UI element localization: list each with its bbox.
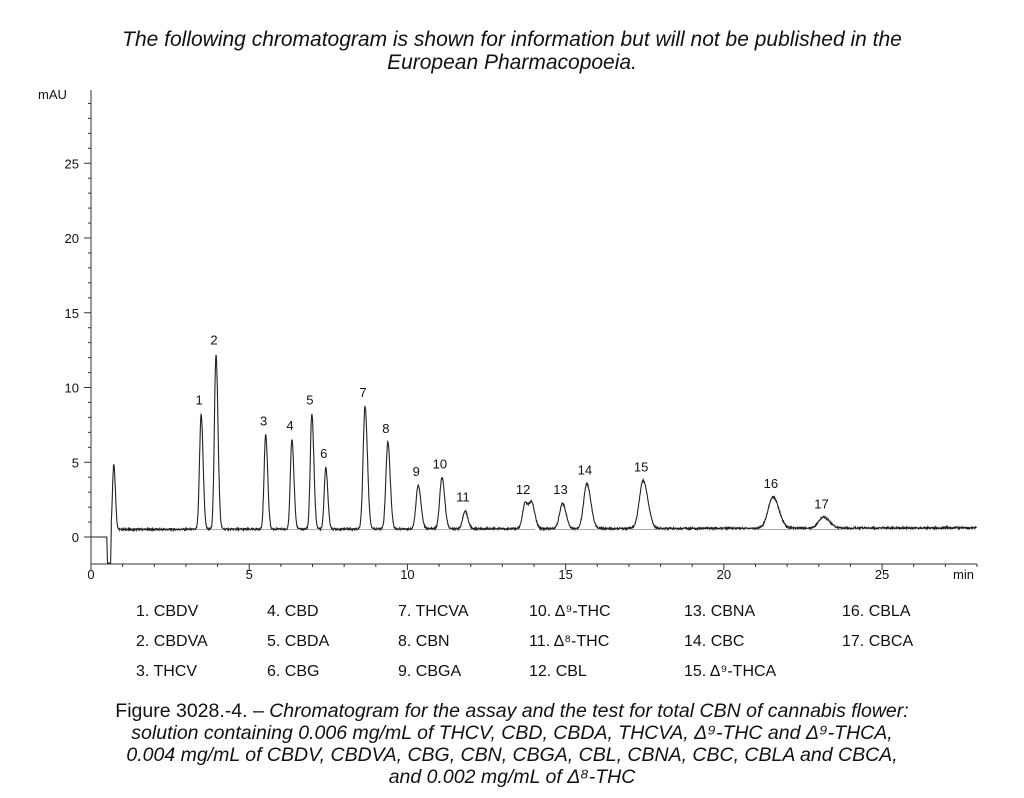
peak-label-10: 10 [433,457,447,472]
y-tick-label: 25 [65,156,79,171]
caption-line-4: and 0.002 mg/mL of Δ⁸-THC [388,766,636,788]
x-tick-label: 25 [875,567,889,582]
x-axis-label: min [953,567,974,582]
legend-item-4: 4. CBD [267,603,319,620]
peak-label-17: 17 [814,496,828,511]
legend-item-6: 6. CBG [267,663,320,680]
legend-item-12: 12. CBL [529,663,587,680]
caption-line-3: 0.004 mg/mL of CBDV, CBDVA, CBG, CBN, CB… [126,744,898,766]
peak-label-2: 2 [210,333,217,348]
y-tick-label: 15 [65,306,79,321]
peak-label-6: 6 [320,446,327,461]
legend-item-3: 3. THCV [136,663,198,680]
caption-title: Chromatogram for the assay and the test … [269,700,909,722]
peak-label-13: 13 [553,482,567,497]
peak-label-9: 9 [413,464,420,479]
peak-label-14: 14 [578,463,592,478]
legend-item-14: 14. CBC [684,633,745,650]
peak-label-15: 15 [634,460,648,475]
peak-label-3: 3 [260,413,267,428]
y-tick-label: 5 [72,455,79,470]
caption-line-1: Figure 3028.-4. – Chromatogram for the a… [0,700,1024,722]
chromatogram-trace [91,354,977,564]
y-tick-label: 20 [65,231,79,246]
peak-label-16: 16 [764,476,778,491]
y-tick-label: 0 [72,530,79,545]
caption-prefix: Figure 3028.-4. – [115,700,270,722]
legend-item-15: 15. Δ⁹-THCA [684,663,777,680]
peak-label-7: 7 [359,385,366,400]
notice-line-1: The following chromatogram is shown for … [122,28,902,51]
legend-item-8: 8. CBN [398,633,450,650]
legend-item-5: 5. CBDA [267,633,330,650]
x-tick-label: 20 [717,567,731,582]
legend-item-16: 16. CBLA [842,603,911,620]
peak-label-8: 8 [382,421,389,436]
x-tick-label: 5 [246,567,253,582]
legend-item-7: 7. THCVA [398,603,469,620]
legend-item-13: 13. CBNA [684,603,756,620]
legend-item-1: 1. CBDV [136,603,199,620]
legend-item-10: 10. Δ⁹-THC [529,603,611,620]
legend-item-9: 9. CBGA [398,663,462,680]
peak-legend: 1. CBDV 2. CBDVA 3. THCV 4. CBD 5. CBDA … [136,603,936,693]
peak-label-11: 11 [456,490,470,505]
peak-label-4: 4 [286,418,293,433]
figure-caption: Figure 3028.-4. – Chromatogram for the a… [0,700,1024,788]
legend-item-11: 11. Δ⁸-THC [529,633,610,650]
x-tick-label: 15 [558,567,572,582]
peak-label-5: 5 [306,392,313,407]
peak-label-1: 1 [195,392,202,407]
caption-line-2: solution containing 0.006 mg/mL of THCV,… [131,722,893,744]
legend-item-17: 17. CBCA [842,633,914,650]
x-tick-label: 10 [400,567,414,582]
y-tick-label: 10 [65,381,79,396]
y-axis-label: mAU [38,87,67,102]
notice-line-2: European Pharmacopoeia. [387,51,637,74]
legend-item-2: 2. CBDVA [136,633,208,650]
signal-line [91,354,977,564]
chart-notice: The following chromatogram is shown for … [0,28,1024,74]
x-tick-label: 0 [87,567,94,582]
peak-label-12: 12 [516,482,530,497]
